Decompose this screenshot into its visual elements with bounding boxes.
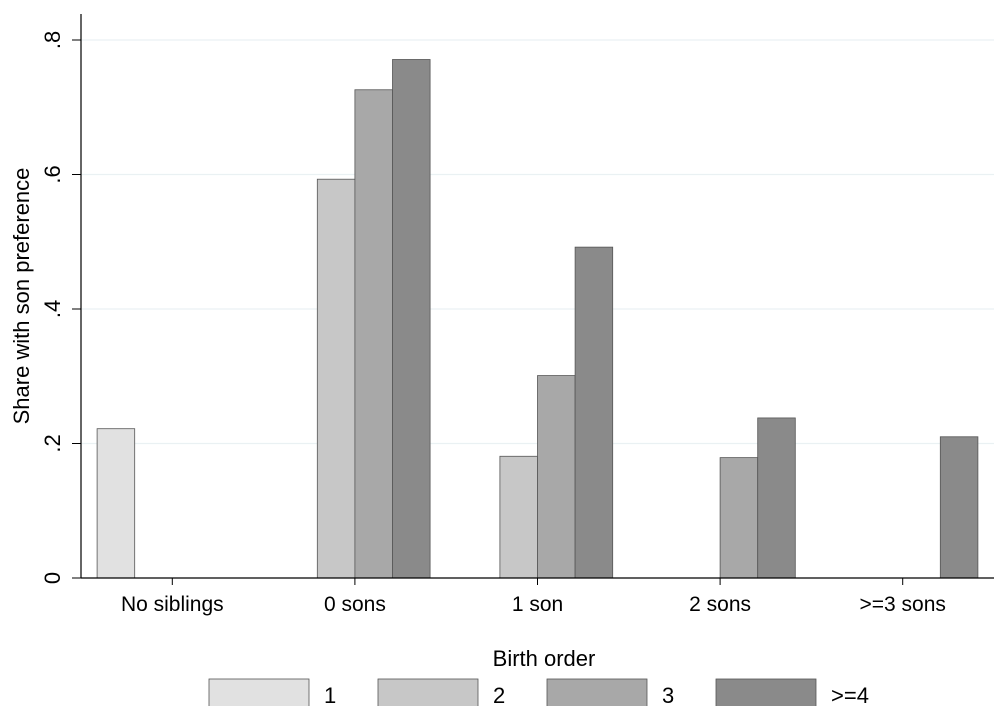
x-category-labels: No siblings 0 sons 1 son 2 sons >=3 sons bbox=[121, 578, 946, 616]
legend-label: >=4 bbox=[831, 683, 869, 706]
bars bbox=[96, 59, 979, 579]
bar bbox=[499, 455, 538, 579]
y-ticks: 0 .2 .4 .6 .8 bbox=[40, 31, 81, 584]
y-axis-title: Share with son preference bbox=[9, 168, 34, 425]
legend-label: 1 bbox=[324, 683, 336, 706]
bar bbox=[939, 436, 979, 579]
y-tick-label: .6 bbox=[40, 165, 65, 183]
legend-label: 2 bbox=[493, 683, 505, 706]
legend-title: Birth order bbox=[493, 646, 596, 671]
x-category-label: >=3 sons bbox=[859, 593, 945, 616]
bar bbox=[392, 59, 431, 579]
x-category-label: 0 sons bbox=[324, 593, 386, 616]
legend-label: 3 bbox=[662, 683, 674, 706]
bar bbox=[354, 89, 393, 579]
legend: 1 2 3 >=4 bbox=[208, 678, 869, 706]
bar bbox=[574, 246, 614, 579]
legend-swatch bbox=[715, 678, 817, 706]
y-tick-label: .8 bbox=[40, 31, 65, 49]
bar bbox=[757, 417, 796, 579]
bar bbox=[537, 375, 576, 579]
y-tick-label: 0 bbox=[40, 572, 65, 584]
bar bbox=[719, 457, 759, 579]
x-category-label: 1 son bbox=[512, 593, 563, 616]
legend-swatch bbox=[546, 678, 648, 706]
bar bbox=[316, 178, 356, 579]
bar bbox=[96, 428, 136, 579]
y-tick-label: .2 bbox=[40, 434, 65, 452]
legend-swatch bbox=[377, 678, 479, 706]
y-tick-label: .4 bbox=[40, 300, 65, 318]
x-category-label: 2 sons bbox=[689, 593, 751, 616]
legend-swatch bbox=[208, 678, 310, 706]
x-category-label: No siblings bbox=[121, 593, 224, 616]
